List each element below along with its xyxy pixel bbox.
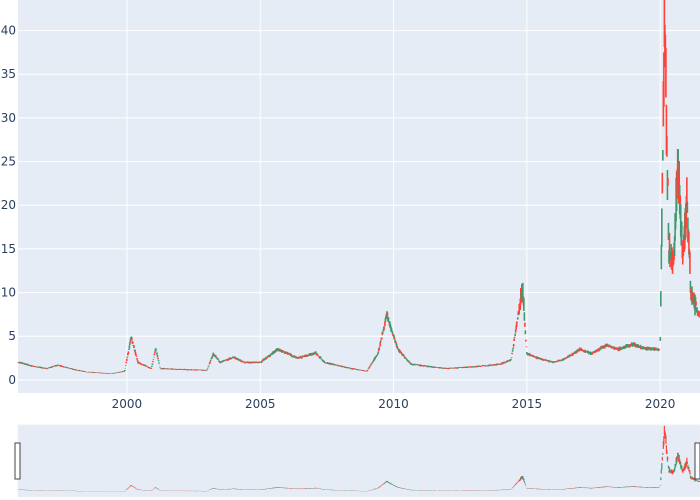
- y-tick-label: 20: [1, 198, 16, 212]
- x-tick-label: 2020: [645, 397, 676, 411]
- plot-background: [18, 0, 700, 393]
- grid: [18, 0, 700, 393]
- range-slider[interactable]: [17, 424, 700, 498]
- y-tick-label: 40: [1, 24, 16, 38]
- range-slider-candles: [17, 425, 700, 492]
- y-tick-label: 5: [8, 329, 16, 343]
- range-slider-handle-right[interactable]: [694, 442, 700, 480]
- x-tick-label: 2010: [378, 397, 409, 411]
- y-tick-label: 30: [1, 111, 16, 125]
- x-tick-label: 2005: [245, 397, 276, 411]
- y-tick-label: 15: [1, 242, 16, 256]
- y-tick-label: 10: [1, 286, 16, 300]
- range-slider-handle-left[interactable]: [14, 442, 21, 480]
- x-tick-label: 2015: [512, 397, 543, 411]
- x-axis: 2000 2005 2010 2015 2020: [112, 397, 676, 411]
- y-tick-label: 0: [8, 373, 16, 387]
- x-tick-label: 2000: [112, 397, 143, 411]
- y-axis: 0 5 10 15 20 25 30 35 40: [1, 24, 16, 387]
- y-tick-label: 25: [1, 155, 16, 169]
- y-tick-label: 35: [1, 67, 16, 81]
